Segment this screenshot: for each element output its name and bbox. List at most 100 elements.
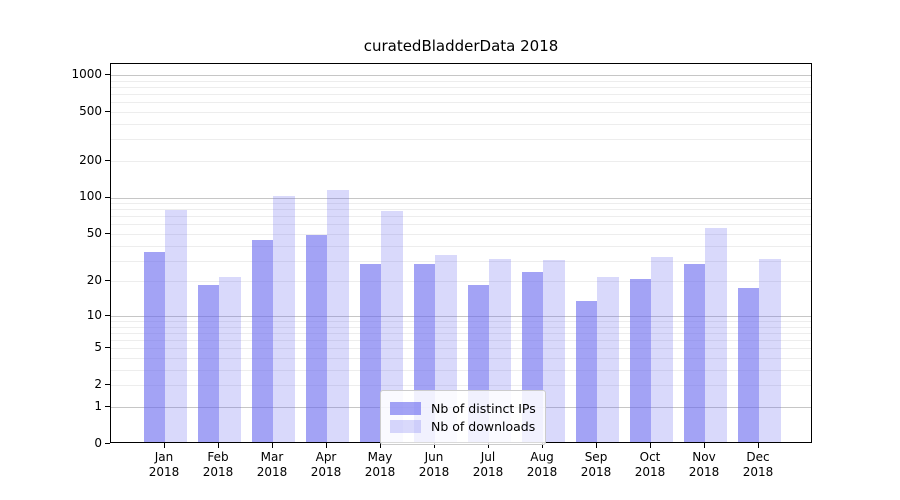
y-tick-mark [105, 384, 110, 386]
x-tick-label: Mar 2018 [240, 450, 304, 480]
legend-row-downloads: Nb of downloads [390, 419, 536, 434]
legend-label-downloads: Nb of downloads [431, 419, 536, 434]
bar-downloads [597, 276, 619, 442]
y-tick-label: 1 [94, 398, 102, 413]
x-tick-month: Sep [584, 450, 608, 464]
bar-downloads [651, 256, 673, 442]
gridline-major [111, 74, 811, 76]
gridline-minor [111, 123, 811, 125]
x-tick-month: Aug [530, 450, 554, 464]
x-tick-label: Feb 2018 [186, 450, 250, 480]
x-tick-month: Jul [480, 450, 496, 464]
x-tick-mark [596, 443, 597, 448]
bar-distinct-ips [359, 264, 381, 442]
x-tick-month: May [367, 450, 393, 464]
gridline-minor [111, 385, 811, 387]
bar-downloads [759, 258, 781, 442]
gridline-minor [111, 111, 811, 113]
y-tick-label: 2 [94, 377, 102, 392]
y-tick-mark [105, 73, 110, 75]
x-tick-month: Oct [639, 450, 661, 464]
bar-distinct-ips [143, 252, 165, 442]
x-tick-label: Sep 2018 [564, 450, 628, 480]
x-tick-year: 2018 [256, 465, 288, 479]
x-tick-year: 2018 [148, 465, 180, 479]
plot-area: Nb of distinct IPs Nb of downloads [110, 63, 812, 445]
x-tick-label: May 2018 [348, 450, 412, 480]
gridline-minor [111, 358, 811, 359]
x-tick-year: 2018 [310, 465, 342, 479]
gridline-minor [111, 340, 811, 342]
x-tick-mark [704, 443, 705, 448]
bar-distinct-ips [575, 301, 597, 442]
x-tick-mark [326, 443, 327, 448]
x-tick-mark [272, 443, 273, 448]
y-tick-label: 100 [79, 189, 102, 204]
x-tick-mark [434, 443, 435, 448]
gridline-major [111, 197, 811, 199]
gridline-minor [111, 281, 811, 283]
y-tick-label: 20 [86, 273, 102, 288]
y-tick-label: 500 [79, 103, 102, 118]
x-tick-year: 2018 [580, 465, 612, 479]
bar-downloads [165, 210, 187, 442]
gridline-minor [111, 245, 811, 247]
x-tick-year: 2018 [418, 465, 450, 479]
legend-label-distinct-ips: Nb of distinct IPs [431, 401, 536, 416]
x-tick-mark [542, 443, 543, 448]
y-tick-mark [105, 196, 110, 198]
gridline-minor [111, 234, 811, 235]
gridline-minor [111, 139, 811, 141]
y-tick-mark [105, 406, 110, 407]
bar-downloads [543, 260, 565, 442]
x-tick-label: Apr 2018 [294, 450, 358, 480]
x-tick-label: Aug 2018 [510, 450, 574, 480]
gridline-minor [111, 332, 811, 334]
y-tick-label: 1000 [71, 66, 102, 81]
bar-distinct-ips [629, 279, 651, 442]
x-tick-label: Jan 2018 [132, 450, 196, 480]
y-tick-label: 5 [94, 340, 102, 355]
x-tick-year: 2018 [202, 465, 234, 479]
chart-title: curatedBladderData 2018 [363, 37, 559, 55]
y-tick-mark [105, 347, 110, 349]
x-tick-month: Jun [424, 450, 444, 464]
x-tick-year: 2018 [472, 465, 504, 479]
legend-swatch-downloads [390, 420, 421, 433]
gridline-minor [111, 80, 811, 82]
x-tick-mark [164, 443, 165, 448]
x-tick-month: Mar [260, 450, 284, 464]
y-tick-label: 50 [86, 225, 102, 240]
gridline-minor [111, 209, 811, 211]
x-tick-mark [758, 443, 759, 448]
gridline-minor [111, 102, 811, 104]
gridline-minor [111, 203, 811, 204]
x-tick-mark [218, 443, 219, 448]
x-tick-label: Oct 2018 [618, 450, 682, 480]
x-tick-year: 2018 [364, 465, 396, 479]
bar-distinct-ips [197, 284, 219, 442]
x-tick-year: 2018 [526, 465, 558, 479]
gridline-minor [111, 86, 811, 88]
gridline-minor [111, 321, 811, 322]
bar-distinct-ips [737, 287, 759, 442]
x-tick-year: 2018 [742, 465, 774, 479]
bar-downloads [705, 227, 727, 442]
bar-downloads [381, 211, 403, 442]
bar-distinct-ips [683, 264, 705, 442]
gridline-minor [111, 94, 811, 95]
x-tick-label: Nov 2018 [672, 450, 736, 480]
gridline-minor [111, 326, 811, 328]
gridline-minor [111, 260, 811, 262]
y-tick-mark [105, 233, 110, 234]
legend: Nb of distinct IPs Nb of downloads [380, 390, 546, 445]
x-tick-year: 2018 [688, 465, 720, 479]
x-tick-month: Apr [315, 450, 337, 464]
bar-distinct-ips [251, 239, 273, 442]
y-tick-mark [105, 280, 110, 282]
x-tick-mark [380, 443, 381, 448]
y-tick-label: 200 [79, 152, 102, 167]
y-tick-mark [105, 443, 110, 444]
y-tick-mark [105, 159, 110, 161]
